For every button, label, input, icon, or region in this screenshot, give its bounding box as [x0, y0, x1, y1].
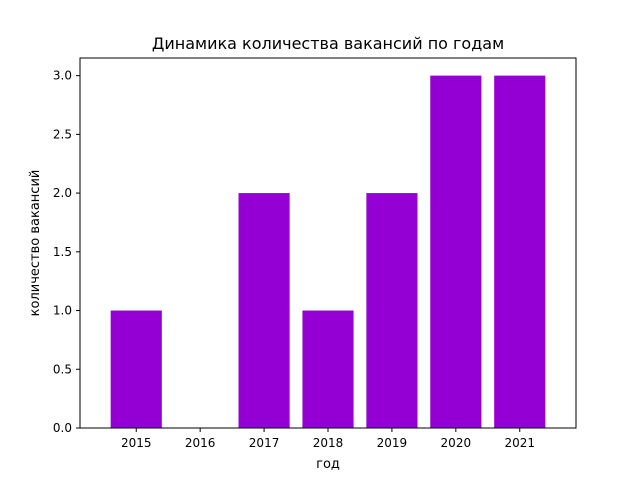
y-tick-label-1.5: 1.5 — [53, 245, 72, 259]
y-tick-label-0.0: 0.0 — [53, 421, 72, 435]
y-tick-label-1.0: 1.0 — [53, 304, 72, 318]
x-tick-label-2017: 2017 — [249, 436, 280, 450]
bar-2019 — [366, 193, 418, 428]
x-tick-label-2019: 2019 — [377, 436, 408, 450]
bar-2018 — [302, 310, 354, 428]
x-tick-label-2018: 2018 — [313, 436, 344, 450]
chart-title: Динамика количества вакансий по годам — [152, 34, 504, 53]
bars-layer — [110, 75, 546, 428]
y-tick-label-2.5: 2.5 — [53, 127, 72, 141]
x-tick-label-2020: 2020 — [441, 436, 472, 450]
bar-2017 — [238, 193, 290, 428]
bar-2021 — [494, 75, 546, 428]
x-tick-label-2021: 2021 — [504, 436, 535, 450]
x-axis-label: год — [316, 457, 340, 472]
y-tick-label-2.0: 2.0 — [53, 186, 72, 200]
bar-2020 — [430, 75, 482, 428]
x-tick-label-2016: 2016 — [185, 436, 216, 450]
y-tick-label-0.5: 0.5 — [53, 362, 72, 376]
y-tick-label-3.0: 3.0 — [53, 69, 72, 83]
y-axis-label: количество вакансий — [28, 170, 43, 317]
x-tick-label-2015: 2015 — [121, 436, 152, 450]
plot-frame — [79, 57, 577, 429]
bar-2015 — [110, 310, 162, 428]
ticks-layer: 2015 2016 2017 2018 2019 2020 2021 0.0 0.5 1.0 1.5… — [53, 69, 535, 450]
